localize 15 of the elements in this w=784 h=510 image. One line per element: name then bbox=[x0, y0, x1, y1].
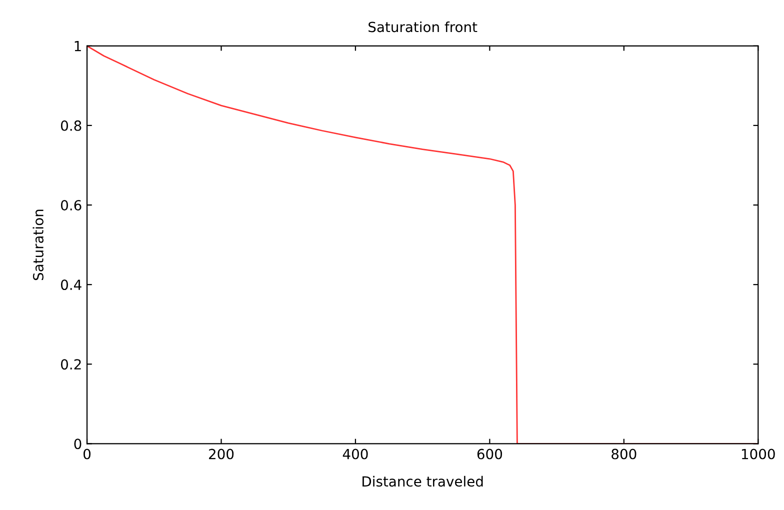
y-tick-label: 0 bbox=[74, 438, 82, 450]
y-tick-label: 0.6 bbox=[60, 200, 82, 210]
x-tick-label: 400 bbox=[342, 448, 368, 460]
x-tick-label: 200 bbox=[209, 448, 234, 460]
x-axis-title: Distance traveled bbox=[362, 476, 483, 487]
y-tick-label: 0.4 bbox=[60, 280, 82, 290]
x-tick-label: 800 bbox=[612, 448, 636, 460]
y-tick-label: 0.8 bbox=[60, 120, 82, 131]
x-tick-label: 600 bbox=[477, 448, 502, 460]
x-tick-label: 1000 bbox=[742, 448, 775, 460]
y-tick-label: 1 bbox=[74, 41, 81, 52]
y-axis-title: Saturation bbox=[32, 210, 44, 280]
chart-title: Saturation front bbox=[368, 21, 478, 32]
x-tick-label: 0 bbox=[84, 448, 91, 460]
y-tick-label: 0.2 bbox=[60, 359, 81, 370]
